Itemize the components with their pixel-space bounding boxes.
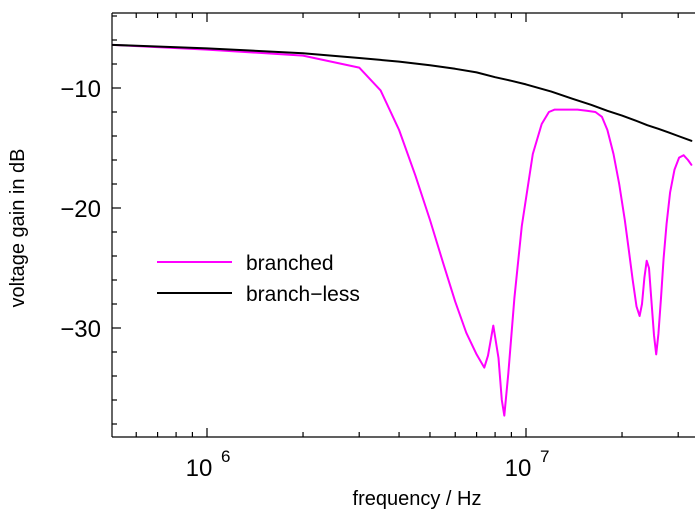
y-axis-title: voltage gain in dB	[7, 148, 29, 307]
y-tick-label: −20	[60, 196, 101, 223]
y-tick-label: −10	[60, 76, 101, 103]
x-tick-label-exponent: 6	[221, 447, 230, 466]
series-line-branched	[112, 43, 693, 417]
x-tick-label-exponent: 7	[540, 447, 549, 466]
x-axis-title: frequency / Hz	[353, 488, 482, 509]
series-layer	[112, 43, 693, 417]
series-line-branch-less	[112, 43, 693, 142]
x-tick-label: 10	[186, 455, 213, 482]
legend: branched branch−less	[157, 252, 360, 306]
axis-tick-labels: −10 −20 −30 10 6 10 7	[60, 76, 549, 482]
x-tick-label: 10	[505, 455, 532, 482]
legend-label-branch-less: branch−less	[246, 283, 360, 306]
y-tick-label: −30	[60, 316, 101, 343]
axis-ticks	[112, 13, 679, 437]
legend-label-branched: branched	[246, 252, 334, 275]
